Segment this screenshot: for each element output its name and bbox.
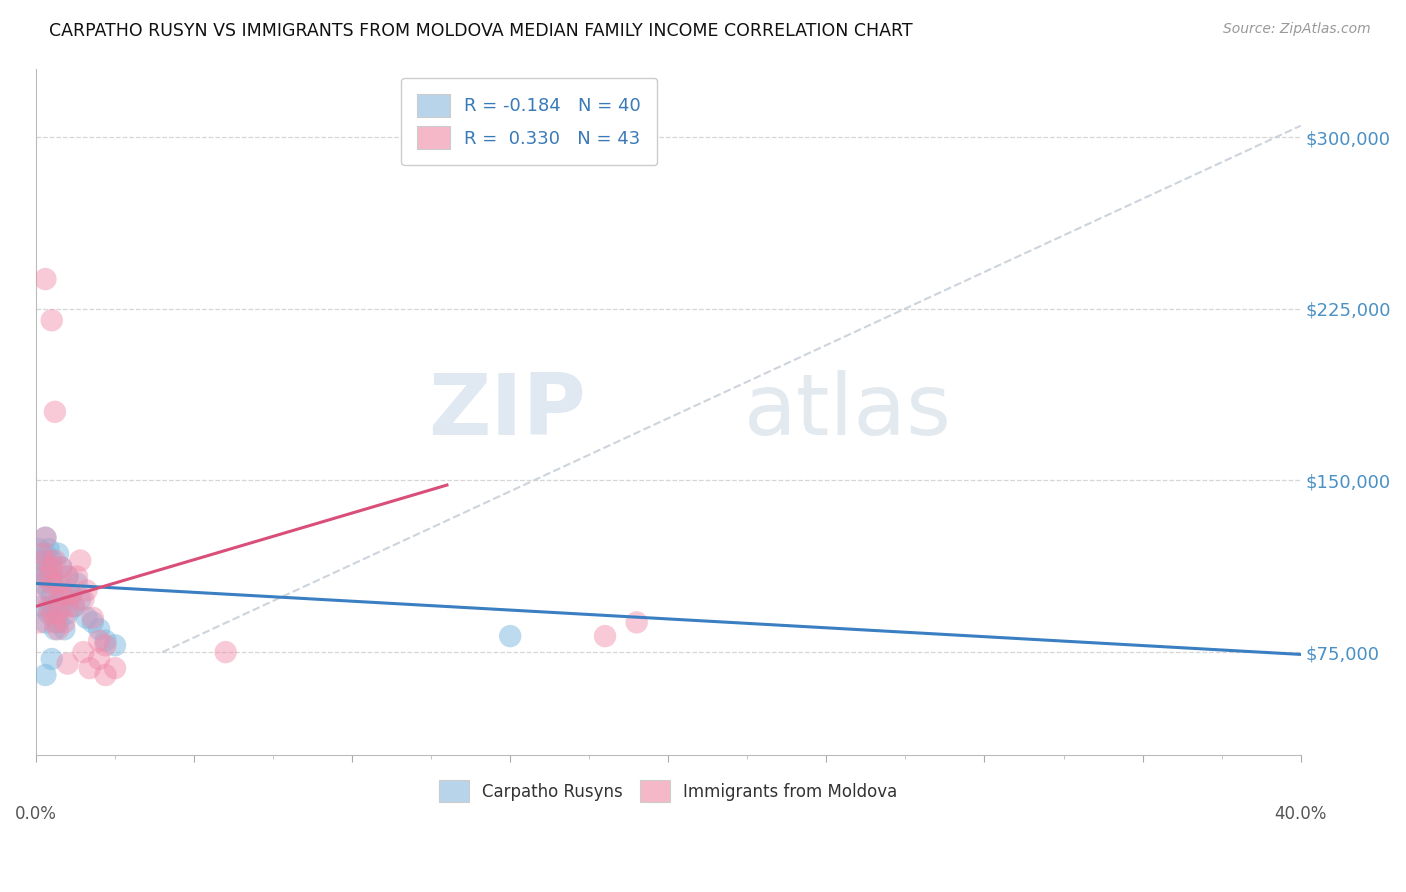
Point: [53, 615, 76, 630]
Point: [31, 547, 53, 561]
Point: [94, 633, 117, 648]
Point: [34, 668, 56, 682]
Point: [34, 531, 56, 545]
Point: [72, 592, 94, 607]
Point: [79, 661, 101, 675]
Point: [53, 588, 76, 602]
Text: ZIP: ZIP: [429, 370, 586, 453]
Point: [69, 553, 91, 567]
Point: [104, 661, 127, 675]
Point: [82, 611, 104, 625]
Point: [626, 615, 648, 630]
Point: [46, 576, 69, 591]
Point: [34, 553, 56, 567]
Point: [89, 652, 111, 666]
Point: [94, 668, 117, 682]
Point: [31, 576, 53, 591]
Point: [34, 588, 56, 602]
Point: [76, 583, 98, 598]
Point: [38, 599, 60, 614]
Point: [56, 569, 79, 583]
Point: [28, 565, 51, 579]
Point: [94, 638, 117, 652]
Point: [63, 599, 86, 614]
Point: [34, 547, 56, 561]
Point: [44, 599, 66, 614]
Point: [89, 633, 111, 648]
Point: [41, 606, 63, 620]
Point: [41, 553, 63, 567]
Point: [41, 569, 63, 583]
Point: [28, 615, 51, 630]
Point: [28, 542, 51, 557]
Text: 0.0%: 0.0%: [15, 805, 56, 823]
Point: [44, 576, 66, 591]
Point: [31, 599, 53, 614]
Point: [38, 583, 60, 598]
Point: [34, 615, 56, 630]
Point: [44, 553, 66, 567]
Point: [41, 599, 63, 614]
Point: [46, 622, 69, 636]
Point: [41, 588, 63, 602]
Legend: Carpatho Rusyns, Immigrants from Moldova: Carpatho Rusyns, Immigrants from Moldova: [433, 774, 904, 808]
Text: Source: ZipAtlas.com: Source: ZipAtlas.com: [1223, 22, 1371, 37]
Point: [69, 592, 91, 607]
Point: [41, 652, 63, 666]
Point: [46, 606, 69, 620]
Point: [499, 629, 522, 643]
Text: atlas: atlas: [744, 370, 952, 453]
Point: [41, 313, 63, 327]
Point: [63, 599, 86, 614]
Point: [44, 615, 66, 630]
Point: [59, 588, 82, 602]
Point: [51, 560, 73, 574]
Point: [66, 569, 89, 583]
Point: [89, 622, 111, 636]
Point: [38, 606, 60, 620]
Point: [56, 657, 79, 671]
Point: [104, 638, 127, 652]
Point: [82, 615, 104, 630]
Point: [41, 560, 63, 574]
Point: [56, 599, 79, 614]
Point: [38, 569, 60, 583]
Point: [53, 588, 76, 602]
Text: 40.0%: 40.0%: [1274, 805, 1327, 823]
Point: [51, 560, 73, 574]
Point: [44, 622, 66, 636]
Point: [53, 622, 76, 636]
Point: [593, 629, 616, 643]
Text: CARPATHO RUSYN VS IMMIGRANTS FROM MOLDOVA MEDIAN FAMILY INCOME CORRELATION CHART: CARPATHO RUSYN VS IMMIGRANTS FROM MOLDOV…: [49, 22, 912, 40]
Point: [38, 542, 60, 557]
Point: [214, 645, 236, 659]
Point: [38, 560, 60, 574]
Point: [72, 645, 94, 659]
Point: [59, 588, 82, 602]
Point: [44, 405, 66, 419]
Point: [34, 569, 56, 583]
Point: [41, 576, 63, 591]
Point: [31, 569, 53, 583]
Point: [56, 569, 79, 583]
Point: [46, 547, 69, 561]
Point: [46, 615, 69, 630]
Point: [51, 588, 73, 602]
Point: [34, 272, 56, 286]
Point: [51, 599, 73, 614]
Point: [31, 553, 53, 567]
Point: [66, 576, 89, 591]
Point: [56, 606, 79, 620]
Point: [76, 611, 98, 625]
Point: [34, 531, 56, 545]
